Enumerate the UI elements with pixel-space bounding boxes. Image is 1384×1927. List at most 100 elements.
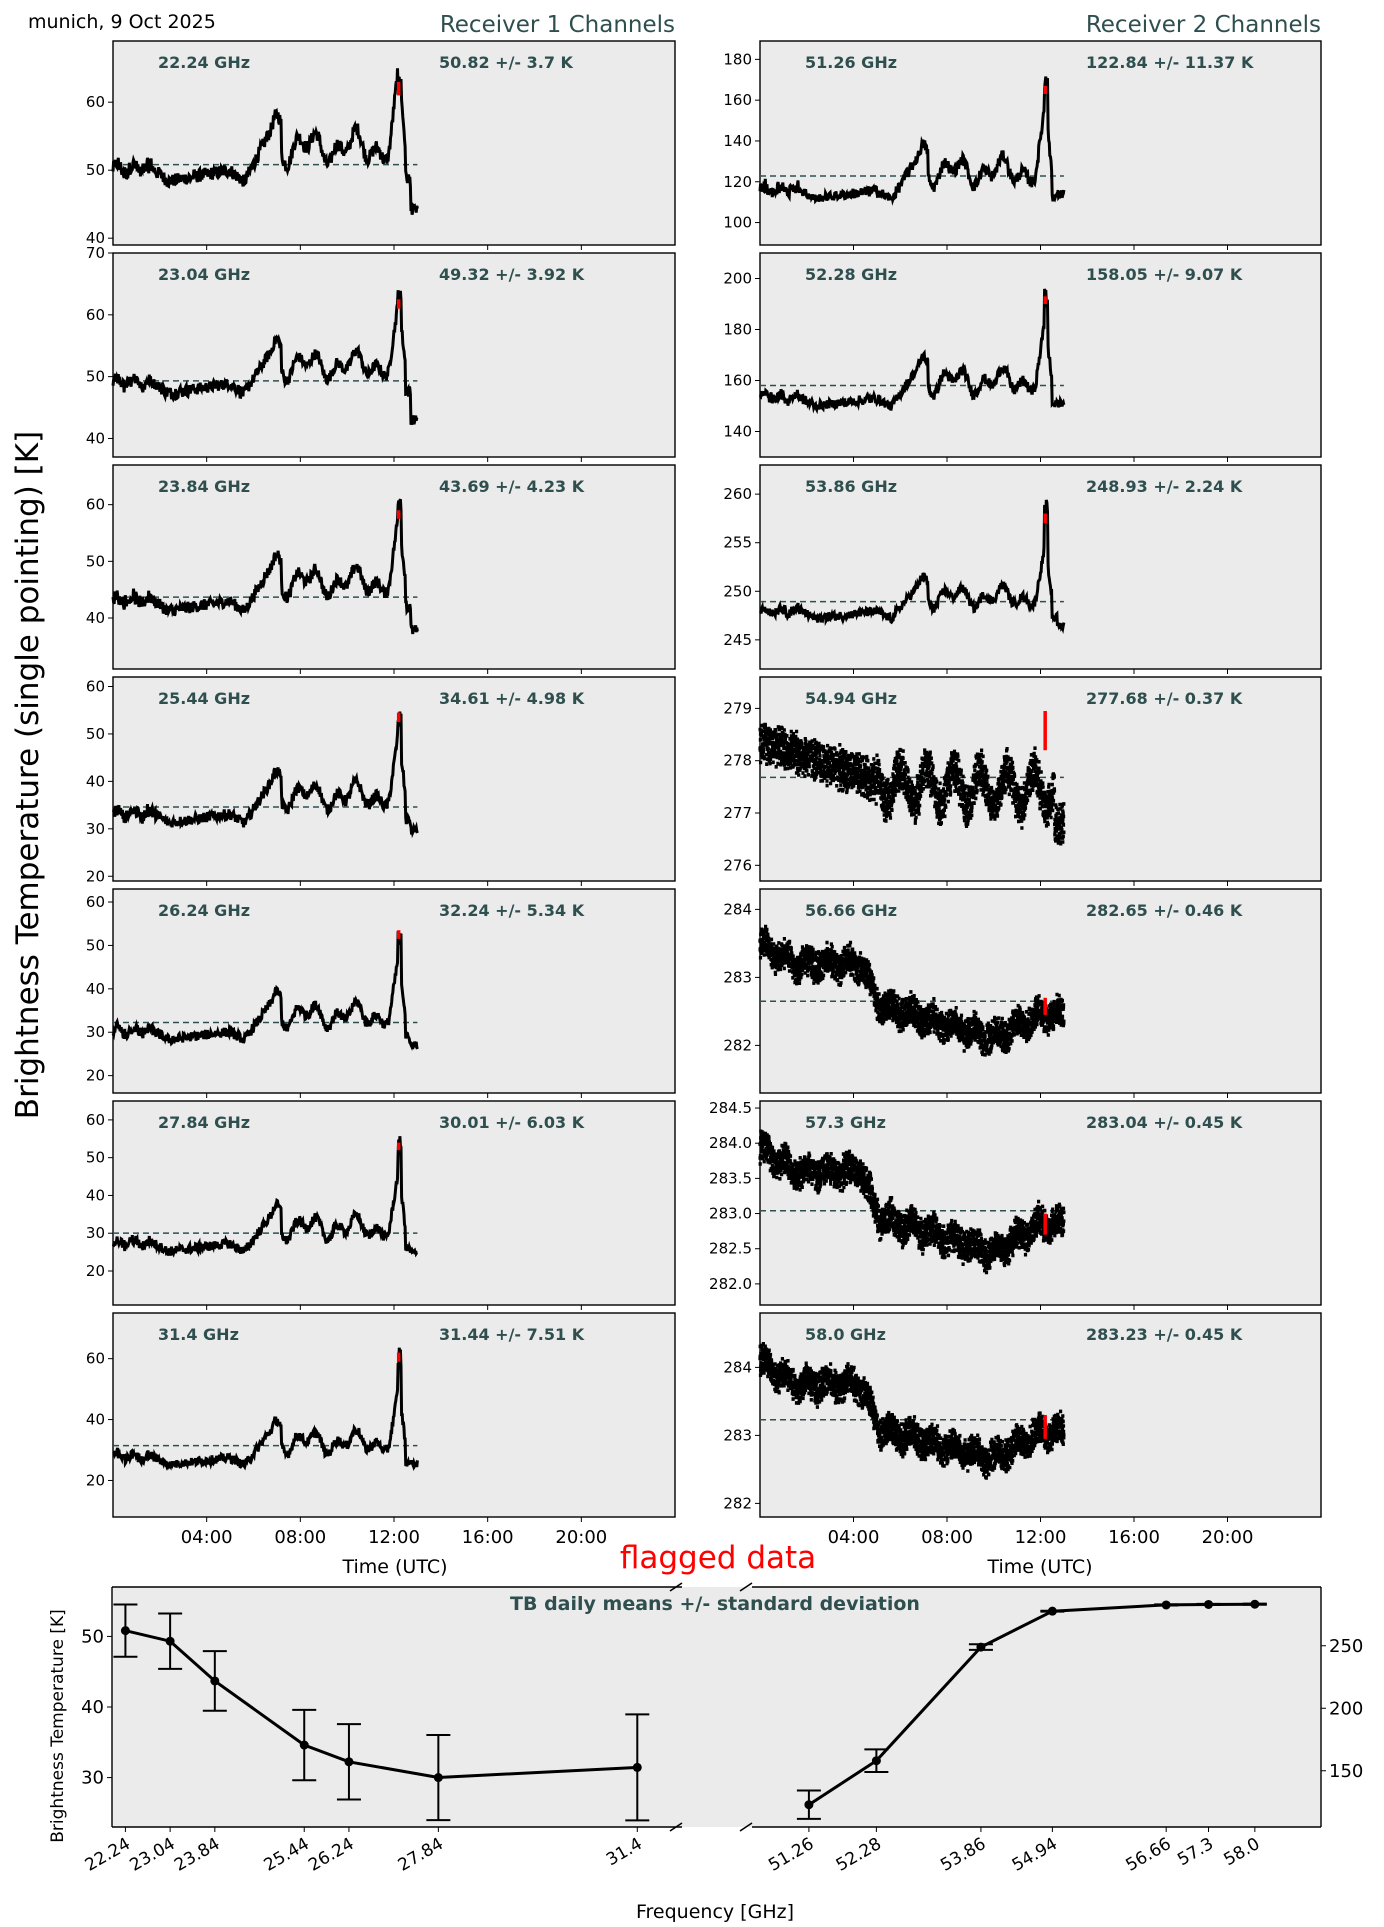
y-tick-label: 40 — [86, 1186, 105, 1204]
y-tick-label: 40 — [86, 609, 105, 627]
data-series-line — [111, 290, 419, 426]
y-tick-label: 100 — [723, 214, 752, 232]
y-tick-label: 282.0 — [709, 1275, 752, 1293]
channel-stat-label: 49.32 +/- 3.92 K — [439, 265, 585, 284]
channel-stat-label: 248.93 +/- 2.24 K — [1086, 477, 1243, 496]
data-series-line — [111, 498, 419, 635]
y-tick-label: 284.0 — [709, 1134, 752, 1152]
channel-frequency-label: 23.04 GHz — [158, 265, 250, 284]
y-tick-label: 40 — [86, 1411, 105, 1429]
y-tick-label: 282 — [723, 1036, 752, 1054]
channel-frequency-label: 53.86 GHz — [805, 477, 897, 496]
channel-frequency-label: 27.84 GHz — [158, 1113, 250, 1132]
y-tick-label: 278 — [723, 752, 752, 770]
summary-x-tick-label: 23.84 — [171, 1834, 223, 1876]
y-tick-label: 70 — [86, 244, 105, 262]
y-tick-label: 60 — [86, 1350, 105, 1368]
y-tick-label: 283 — [723, 968, 752, 986]
panel-background — [112, 464, 676, 670]
channel-stat-label: 282.65 +/- 0.46 K — [1086, 901, 1243, 920]
summary-x-tick-label: 27.84 — [395, 1834, 447, 1876]
y-tick-label: 260 — [723, 485, 752, 503]
data-series-line — [111, 68, 419, 215]
y-tick-label: 30 — [86, 820, 105, 838]
receiver2-panels: 100 120 140 160 180 51.26 GHz 122.84 +/- 11.37… — [709, 40, 1322, 1548]
y-tick-label: 245 — [723, 631, 752, 649]
y-tick-label: 255 — [723, 534, 752, 552]
y-tick-label: 50 — [86, 936, 105, 954]
axis-break-mark — [739, 1822, 753, 1832]
y-tick-label: 284 — [723, 1358, 752, 1376]
data-series-line — [758, 76, 1066, 206]
summary-mean-point — [804, 1800, 814, 1810]
x-tick-label: 12:00 — [368, 1527, 420, 1548]
summary-mean-point — [976, 1642, 986, 1652]
panel-51-26-ghz: 100 120 140 160 180 51.26 GHz 122.84 +/- 11.37… — [723, 40, 1322, 250]
x-tick-label: 08:00 — [274, 1527, 326, 1548]
summary-mean-point — [1047, 1606, 1057, 1616]
panel-27-84-ghz: 20 30 40 50 60 27.84 GHz 30.01 +/- 6.03 K — [86, 1100, 676, 1310]
y-tick-label: 283 — [723, 1426, 752, 1444]
channel-stat-label: 43.69 +/- 4.23 K — [439, 477, 585, 496]
channel-stat-label: 283.04 +/- 0.45 K — [1086, 1113, 1243, 1132]
panel-23-04-ghz: 40 50 60 70 23.04 GHz 49.32 +/- 3.92 K — [86, 244, 676, 462]
summary-x-tick-label: 51.26 — [765, 1834, 817, 1876]
y-tick-label: 60 — [86, 496, 105, 514]
summary-mean-point — [1250, 1599, 1260, 1609]
channel-stat-label: 34.61 +/- 4.98 K — [439, 689, 585, 708]
data-series-scatter — [758, 1342, 1066, 1480]
y-tick-label: 283.0 — [709, 1205, 752, 1223]
flagged-data-label: flagged data — [620, 1540, 816, 1576]
summary-mean-point — [210, 1676, 220, 1686]
summary-x-axis-label: Frequency [GHz] — [636, 1901, 794, 1923]
y-tick-label: 200 — [723, 270, 752, 288]
summary-mean-point — [433, 1773, 443, 1783]
channel-stat-label: 32.24 +/- 5.34 K — [439, 901, 585, 920]
receiver2-title: Receiver 2 Channels — [1086, 12, 1321, 38]
summary-mean-point — [871, 1756, 881, 1766]
channel-stat-label: 283.23 +/- 0.45 K — [1086, 1325, 1243, 1344]
y-tick-label: 50 — [86, 552, 105, 570]
panel-57-3-ghz: 282.0 282.5 283.0 283.5 284.0 284.5 57.3 GHz 28… — [709, 1099, 1322, 1310]
summary-mean-point — [165, 1636, 175, 1646]
y-tick-label: 60 — [86, 306, 105, 324]
data-series-line — [758, 499, 1066, 635]
panel-31-4-ghz: 20 40 60 04:00 08:00 12:00 16:00 20:00 31.4 GHz 3… — [86, 1312, 676, 1548]
panel-26-24-ghz: 20 30 40 50 60 26.24 GHz 32.24 +/- 5.34 K — [86, 888, 676, 1098]
y-tick-label: 60 — [86, 677, 105, 695]
channel-stat-label: 31.44 +/- 7.51 K — [439, 1325, 585, 1344]
shared-y-axis-label: Brightness Temperature (single pointing)… — [10, 431, 46, 1119]
channel-frequency-label: 54.94 GHz — [805, 689, 897, 708]
y-tick-label: 282.5 — [709, 1240, 752, 1258]
summary-x-tick-label: 26.24 — [305, 1834, 357, 1876]
x-tick-label: 16:00 — [462, 1527, 514, 1548]
location-date-label: munich, 9 Oct 2025 — [28, 11, 216, 33]
receiver1-x-axis-label: Time (UTC) — [341, 1556, 447, 1578]
y-tick-label: 50 — [86, 1149, 105, 1167]
summary-x-tick-label: 54.94 — [1009, 1834, 1061, 1876]
panel-22-24-ghz: 40 50 60 22.24 GHz 50.82 +/- 3.7 K — [86, 40, 676, 250]
data-series-scatter — [758, 924, 1066, 1057]
data-series-scatter — [758, 1129, 1066, 1275]
panel-56-66-ghz: 282 283 284 56.66 GHz 282.65 +/- 0.46 K — [723, 888, 1322, 1098]
summary-y-tick-label: 250 — [1329, 1636, 1363, 1657]
receiver1-title: Receiver 1 Channels — [440, 12, 675, 38]
channel-stat-label: 277.68 +/- 0.37 K — [1086, 689, 1243, 708]
panel-background — [759, 1100, 1322, 1306]
x-tick-label: 04:00 — [828, 1527, 880, 1548]
channel-frequency-label: 58.0 GHz — [805, 1325, 886, 1344]
summary-title: TB daily means +/- standard deviation — [510, 1593, 920, 1615]
channel-frequency-label: 52.28 GHz — [805, 265, 897, 284]
y-tick-label: 279 — [723, 699, 752, 717]
summary-y-tick-label: 40 — [81, 1697, 104, 1718]
y-tick-label: 60 — [86, 1111, 105, 1129]
summary-x-tick-label: 58.0 — [1221, 1834, 1264, 1870]
axis-break-mark — [739, 1582, 753, 1592]
data-series-line — [111, 711, 419, 839]
panel-25-44-ghz: 20 30 40 50 60 25.44 GHz 34.61 +/- 4.98 K — [86, 676, 676, 886]
x-tick-label: 08:00 — [921, 1527, 973, 1548]
panel-background — [112, 676, 676, 882]
y-tick-label: 180 — [723, 50, 752, 68]
axis-break-mark — [669, 1822, 683, 1832]
